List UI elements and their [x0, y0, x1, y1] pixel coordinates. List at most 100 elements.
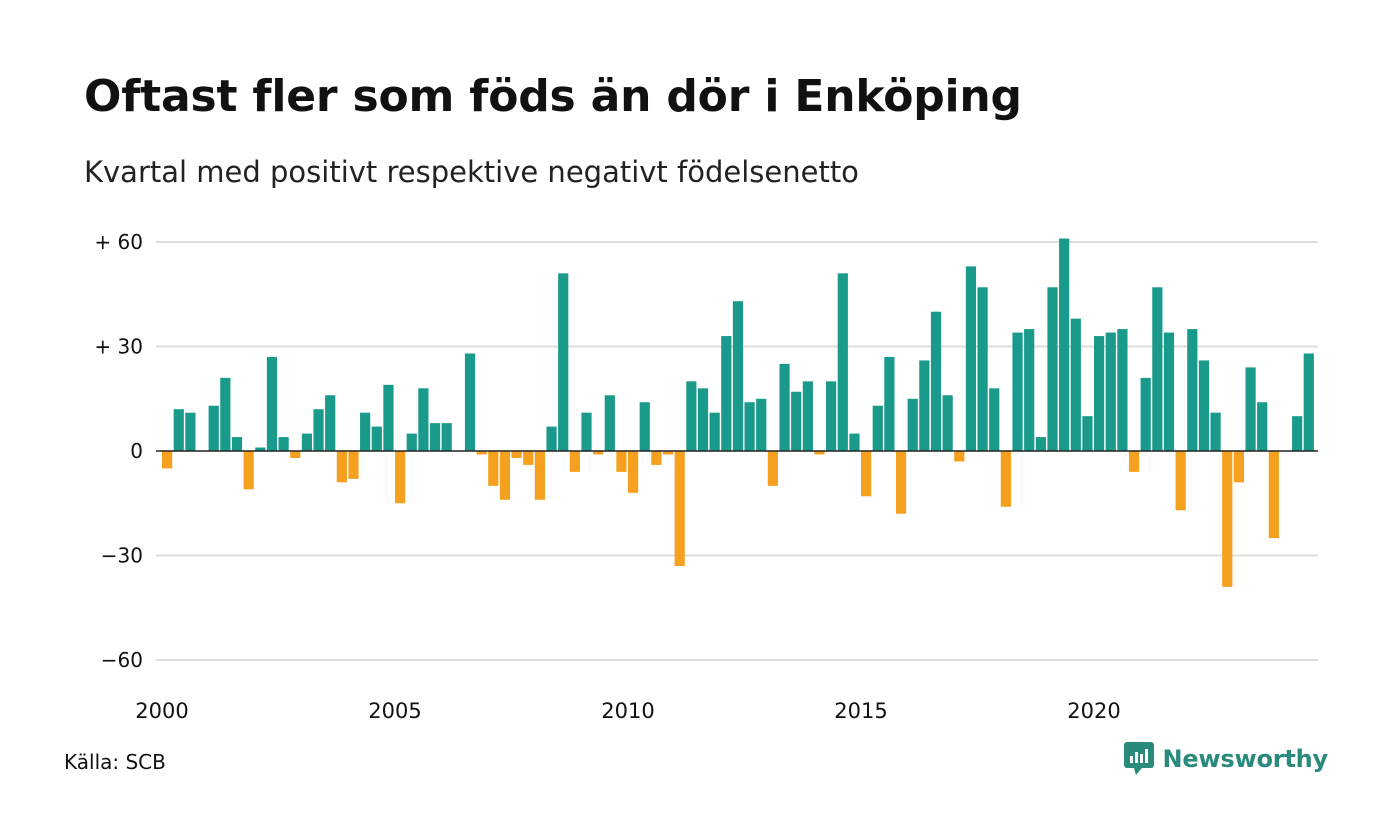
bar — [907, 398, 918, 451]
bar — [732, 301, 744, 451]
bar — [1152, 287, 1163, 451]
bar — [639, 402, 650, 451]
bar — [1303, 353, 1314, 451]
bar — [744, 402, 755, 451]
bar — [942, 395, 953, 451]
x-tick-label: 2005 — [368, 699, 421, 723]
bar — [1210, 412, 1221, 451]
bar — [220, 377, 231, 451]
bar — [476, 451, 487, 455]
bar — [371, 426, 382, 451]
bar — [791, 391, 802, 451]
bar — [1105, 332, 1116, 451]
bar — [1024, 329, 1035, 451]
bar — [231, 437, 243, 451]
bar — [1059, 238, 1070, 451]
bar — [243, 451, 254, 490]
chart-title: Oftast fler som föds än dör i Enköping — [84, 71, 1022, 122]
bar — [1140, 377, 1151, 451]
bar — [1198, 360, 1210, 451]
bar — [826, 381, 837, 451]
bar — [756, 398, 767, 451]
y-tick-label: + 60 — [94, 230, 143, 254]
bar — [581, 412, 592, 451]
bar — [208, 405, 219, 451]
x-tick-label: 2010 — [601, 699, 654, 723]
bar — [616, 451, 627, 472]
bar — [441, 423, 452, 451]
bar — [919, 360, 930, 451]
bar — [861, 451, 872, 497]
bar — [1117, 329, 1128, 451]
bar — [1012, 332, 1023, 451]
bar — [872, 405, 883, 451]
bar — [814, 451, 825, 455]
bar — [802, 381, 813, 451]
bar — [1128, 451, 1140, 472]
source-note: Källa: SCB — [64, 750, 166, 774]
bar — [511, 451, 522, 458]
bar — [429, 423, 441, 451]
y-tick-label: −60 — [101, 648, 143, 672]
bar — [930, 311, 942, 451]
bar — [965, 266, 977, 451]
bar — [1175, 451, 1186, 511]
bar — [1292, 416, 1303, 451]
bar — [406, 433, 417, 451]
bar — [255, 447, 266, 451]
bar — [1035, 437, 1046, 451]
x-tick-label: 2000 — [135, 699, 188, 723]
bar — [278, 437, 289, 451]
bar — [989, 388, 1000, 451]
bar — [674, 451, 685, 566]
bar — [534, 451, 545, 500]
bar — [1257, 402, 1268, 451]
bar — [383, 384, 394, 451]
bar — [395, 451, 406, 504]
bar — [954, 451, 965, 462]
bar — [336, 451, 347, 483]
bar — [185, 412, 196, 451]
bar — [651, 451, 662, 465]
bar — [849, 433, 860, 451]
bar — [348, 451, 359, 479]
bar — [709, 412, 720, 451]
bar — [162, 451, 173, 469]
bar — [977, 287, 988, 451]
newsworthy-logo[interactable]: Newsworthy — [1124, 742, 1328, 776]
y-tick-label: 0 — [130, 439, 143, 463]
bar — [779, 363, 790, 451]
bar — [266, 356, 278, 451]
bar — [662, 451, 674, 455]
bar — [1187, 329, 1198, 451]
bar — [325, 395, 336, 451]
y-tick-label: + 30 — [94, 335, 143, 359]
bar — [569, 451, 580, 472]
bar — [1000, 451, 1011, 507]
bar — [604, 395, 615, 451]
chart-subtitle: Kvartal med positivt respektive negativt… — [84, 155, 859, 189]
bar — [697, 388, 709, 451]
bar — [895, 451, 907, 514]
bar — [546, 426, 557, 451]
bar — [1268, 451, 1279, 539]
bar — [1222, 451, 1233, 587]
bar — [593, 451, 604, 455]
bar — [499, 451, 511, 500]
bar — [1082, 416, 1093, 451]
bar — [1245, 367, 1256, 451]
bar — [418, 388, 429, 451]
bar — [290, 451, 301, 458]
newsworthy-logo-icon — [1124, 742, 1155, 775]
x-tick-label: 2015 — [834, 699, 887, 723]
bar — [686, 381, 697, 451]
bar — [628, 451, 639, 493]
y-tick-label: −30 — [101, 544, 143, 568]
brand-name: Newsworthy — [1162, 745, 1328, 773]
bar — [837, 273, 848, 451]
bar — [558, 273, 569, 451]
bar — [488, 451, 499, 486]
bar — [721, 336, 732, 451]
bar — [1070, 318, 1081, 451]
